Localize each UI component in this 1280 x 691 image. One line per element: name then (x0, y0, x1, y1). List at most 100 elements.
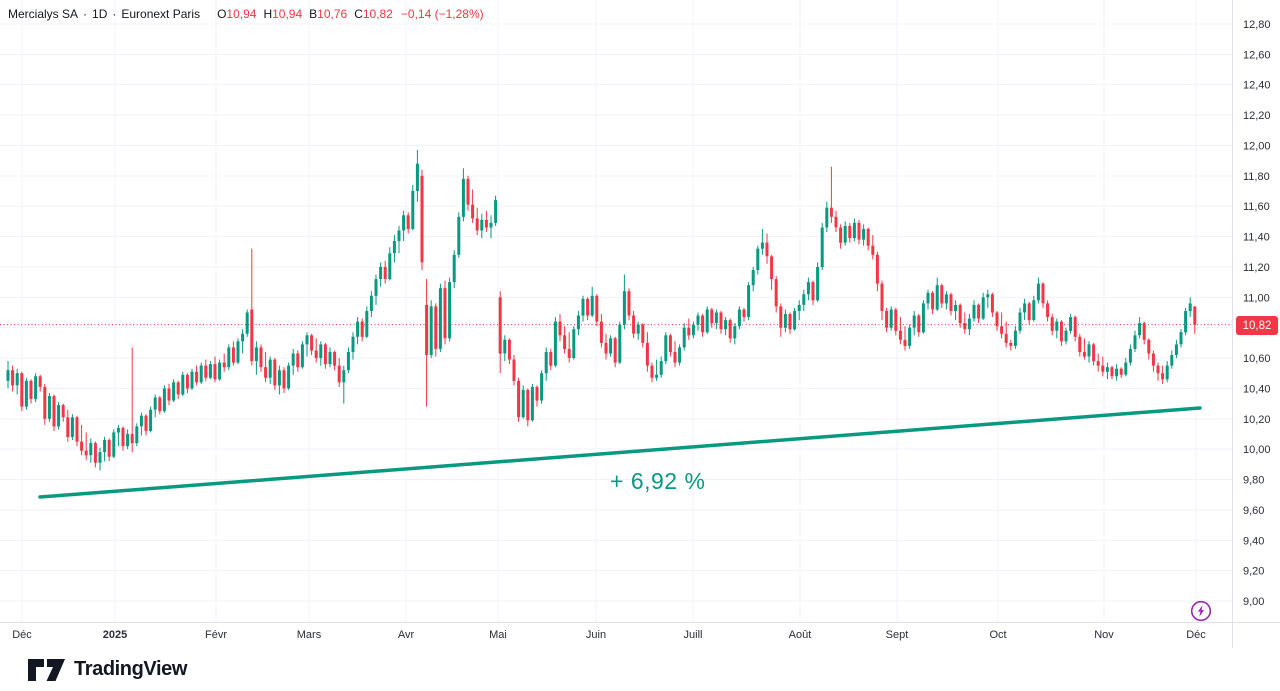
candle (590, 286, 594, 318)
price-tick-label: 11,60 (1243, 201, 1270, 213)
candle-body (802, 294, 806, 305)
candle-body (461, 178, 465, 217)
candle (273, 358, 277, 390)
candle (116, 424, 120, 447)
candle (986, 289, 990, 308)
candle-body (1138, 323, 1142, 336)
candle-body (926, 292, 930, 304)
candle-body (190, 371, 194, 389)
candle (489, 215, 493, 239)
candle-body (438, 288, 442, 349)
candle-body (816, 266, 820, 301)
candle (806, 277, 810, 301)
candle-body (898, 330, 902, 340)
candle-body (434, 306, 438, 349)
candle (894, 307, 898, 336)
candle (1000, 312, 1004, 339)
candle-body (213, 364, 217, 380)
candle-body (158, 397, 162, 412)
candle (774, 276, 778, 313)
candle-body (80, 441, 84, 451)
chart-pane[interactable]: 12,80 12,60 12,40 12,20 12,00 11,80 11,60 11,40… (0, 0, 1280, 648)
candle-body (204, 365, 208, 378)
candle-body (737, 309, 741, 327)
trendline-percent-label: + 6,92 % (610, 468, 706, 494)
candle (61, 403, 65, 422)
candle-body (273, 359, 277, 386)
candle (604, 333, 608, 360)
candle (475, 207, 479, 236)
candle (126, 429, 130, 450)
candle (751, 266, 755, 292)
candle-body (705, 309, 709, 333)
candle (737, 306, 741, 330)
candle-body (388, 253, 392, 280)
candle (1013, 326, 1017, 349)
candle (75, 415, 79, 447)
lightning-icon (1190, 600, 1212, 622)
candle-body (1078, 336, 1082, 352)
candle-body (406, 215, 410, 229)
candle-body (333, 352, 337, 366)
candle-body (1151, 353, 1155, 366)
candle (420, 169, 424, 270)
trendline[interactable] (38, 406, 1202, 499)
candle-body (599, 321, 603, 343)
symbol-title[interactable]: Mercialys SA (8, 7, 79, 21)
candle (595, 294, 599, 327)
candle (130, 347, 134, 453)
candle (880, 280, 884, 321)
price-tick-label: 10,60 (1243, 353, 1271, 365)
candle-body (425, 304, 429, 355)
candle-body (811, 282, 815, 301)
candle-body (958, 304, 962, 324)
candle (586, 297, 590, 321)
candle-body (222, 362, 226, 368)
candle (1165, 361, 1169, 383)
candle-body (342, 370, 346, 383)
candle (43, 383, 47, 425)
candle-body (475, 218, 479, 231)
candle (443, 280, 447, 345)
candle (397, 225, 401, 254)
candle-body (466, 178, 470, 205)
candle (760, 229, 764, 255)
candle (264, 352, 268, 383)
candle (365, 306, 369, 339)
candle-body (862, 229, 866, 240)
candle (20, 371, 24, 412)
candle (705, 306, 709, 334)
candle (719, 311, 723, 334)
tradingview-logo-link[interactable]: TradingView (28, 658, 187, 681)
candle (466, 175, 470, 211)
candle (1092, 342, 1096, 366)
candle-body (535, 386, 539, 401)
candle-body (783, 314, 787, 328)
candle-body (756, 248, 760, 270)
candle-body (866, 229, 870, 246)
candle (632, 311, 636, 339)
candle-body (553, 321, 557, 366)
candle-body (1174, 344, 1178, 355)
candle-body (517, 380, 521, 418)
candle (121, 426, 125, 451)
candle-body (89, 443, 93, 456)
candle-body (880, 283, 884, 311)
time-tick-label: Juin (586, 629, 606, 641)
candle (208, 361, 212, 380)
candle-body (218, 362, 222, 380)
candle-body (526, 389, 530, 421)
candle (650, 362, 654, 383)
candle (346, 347, 350, 374)
candle-body (567, 348, 571, 358)
candle (277, 365, 281, 395)
lightning-button[interactable] (1189, 599, 1213, 623)
close-label: C (354, 7, 363, 21)
candle (788, 312, 792, 334)
candle-body (632, 315, 636, 334)
candle-body (1165, 365, 1169, 380)
candle (829, 166, 833, 223)
candle-body (149, 409, 153, 431)
candle-body (103, 440, 107, 453)
candle-body (839, 227, 843, 243)
